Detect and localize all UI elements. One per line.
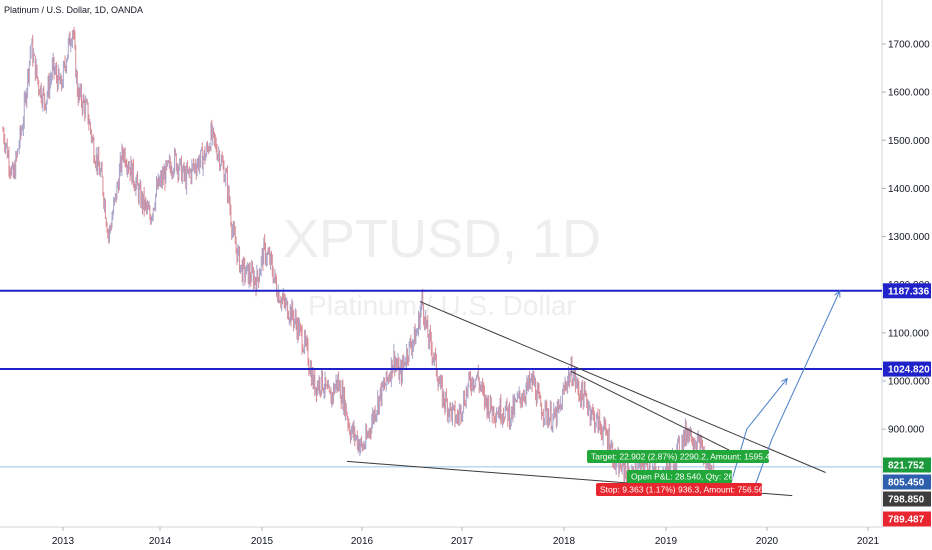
price-tag-gray-label: 798.850 [888,495,925,506]
x-tick-label: 2015 [251,536,274,547]
y-tick-label: 1400.000 [888,184,930,195]
watermark-description: Platinum / U.S. Dollar [308,290,576,321]
position-target-box[interactable] [587,450,769,463]
x-tick-label: 2016 [351,536,374,547]
y-tick-label: 1500.000 [888,136,930,147]
position-stop-label: Stop: 9.363 (1.17%) 936.3, Amount: 756.5… [600,485,764,495]
position-target-label: Target: 22.902 (2.87%) 2290.2, Amount: 1… [591,452,775,462]
position-open-pl-label: Open P&L: 28.540, Qty: 26 [631,472,733,482]
x-tick-label: 2014 [149,536,172,547]
x-tick-label: 2017 [451,536,474,547]
level-price-tag [883,361,931,377]
price-tag-blue-label: 805.450 [888,478,925,489]
level-price-tag [883,283,931,299]
price-tag-gray [883,491,931,507]
position-open-pl-box[interactable] [627,470,732,483]
price-tag-stop [883,511,931,527]
trendline-upper-inner[interactable] [570,370,753,462]
price-tag-blue [883,474,931,490]
position-stop-box[interactable] [596,483,762,496]
level-price-tag-label: 1187.336 [888,286,930,297]
x-tick-label: 2013 [52,536,75,547]
x-tick-label: 2021 [857,536,880,547]
y-tick-label: 1700.000 [888,39,930,50]
x-tick-label: 2019 [655,536,678,547]
y-tick-label: 1600.000 [888,88,930,99]
price-tag-stop-label: 789.487 [888,515,925,526]
y-tick-label: 900.000 [888,425,925,436]
x-tick-label: 2018 [553,536,576,547]
price-tag-last-label: 821.752 [888,461,925,472]
level-price-tag-label: 1024.820 [888,365,930,376]
x-tick-label: 2020 [756,536,779,547]
trendline-upper-outer[interactable] [419,301,826,473]
price-tag-last [883,457,931,473]
candles [2,27,715,496]
y-tick-label: 1000.000 [888,377,930,388]
y-tick-label: 1300.000 [888,232,930,243]
watermark-symbol: XPTUSD, 1D [283,209,601,269]
y-tick-label: 1100.000 [888,328,929,339]
chart-title: Platinum / U.S. Dollar, 1D, OANDA [4,5,144,15]
